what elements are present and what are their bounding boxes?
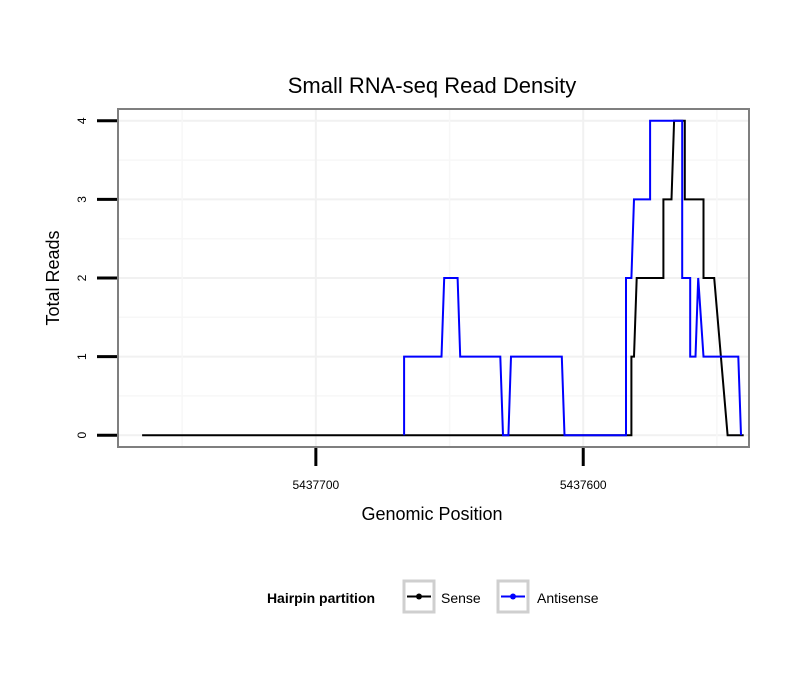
chart-title: Small RNA-seq Read Density xyxy=(288,73,577,98)
x-axis-label: Genomic Position xyxy=(361,504,502,524)
y-tick-label: 2 xyxy=(75,274,89,281)
y-tick-label: 3 xyxy=(75,196,89,203)
legend-label-sense: Sense xyxy=(441,590,481,606)
legend-item-sense: Sense xyxy=(402,579,481,614)
y-tick-label: 0 xyxy=(75,432,89,439)
x-axis-ticks: 5437700 5437600 xyxy=(292,448,607,492)
plot-panel-border xyxy=(117,108,750,448)
y-tick-label: 1 xyxy=(75,353,89,360)
series-line-antisense xyxy=(403,119,742,437)
legend: Hairpin partition Sense Antisense xyxy=(267,579,599,614)
series-lines xyxy=(142,119,744,437)
x-tick-label: 5437700 xyxy=(292,478,339,492)
y-axis-label: Total Reads xyxy=(43,230,63,325)
y-tick-label: 4 xyxy=(75,117,89,124)
legend-point-sense xyxy=(416,593,422,600)
legend-point-antisense xyxy=(510,593,516,600)
y-axis-ticks: 0 1 2 3 4 xyxy=(75,117,117,439)
legend-item-antisense: Antisense xyxy=(496,579,599,614)
legend-label-antisense: Antisense xyxy=(537,590,599,606)
x-tick-label: 5437600 xyxy=(560,478,607,492)
series-line-sense xyxy=(142,119,744,437)
legend-title: Hairpin partition xyxy=(267,590,375,606)
